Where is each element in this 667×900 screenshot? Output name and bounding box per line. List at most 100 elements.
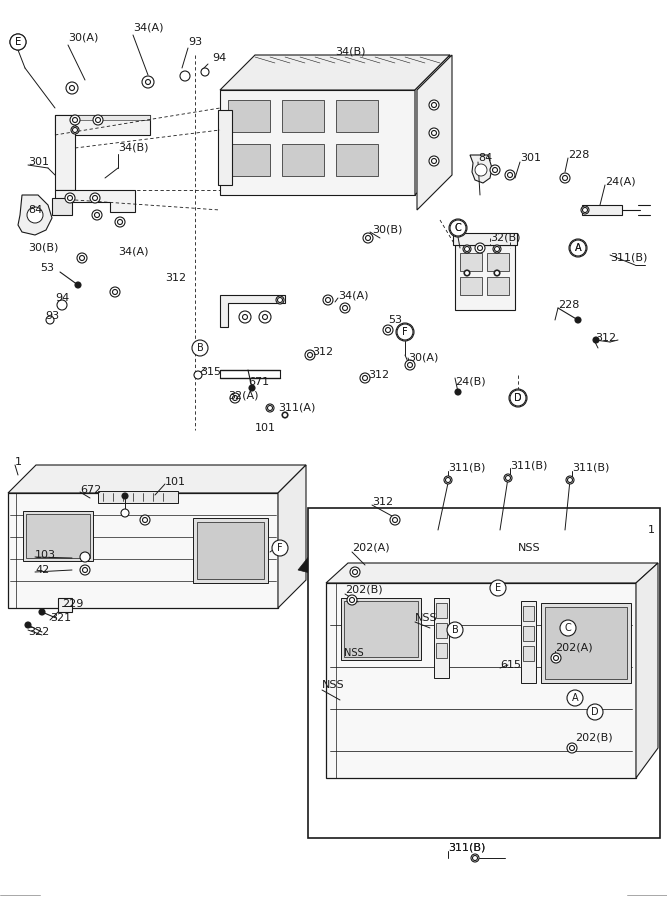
Circle shape xyxy=(272,540,288,556)
Circle shape xyxy=(277,298,283,302)
Text: 101: 101 xyxy=(165,477,186,487)
Circle shape xyxy=(77,253,87,263)
Circle shape xyxy=(233,395,237,400)
Bar xyxy=(308,508,660,838)
Text: NSS: NSS xyxy=(322,680,345,690)
Circle shape xyxy=(360,373,370,383)
Text: 672: 672 xyxy=(80,485,101,495)
Polygon shape xyxy=(55,190,135,212)
Circle shape xyxy=(567,743,577,753)
Circle shape xyxy=(93,115,103,125)
Text: E: E xyxy=(495,583,501,593)
Polygon shape xyxy=(582,205,622,215)
Circle shape xyxy=(490,580,506,596)
Bar xyxy=(336,100,378,132)
Circle shape xyxy=(383,325,393,335)
Circle shape xyxy=(352,570,358,574)
Bar xyxy=(455,245,515,310)
Circle shape xyxy=(95,118,101,122)
Bar xyxy=(460,253,482,271)
Circle shape xyxy=(10,34,26,50)
Circle shape xyxy=(429,128,439,138)
Text: 1: 1 xyxy=(15,457,22,467)
Circle shape xyxy=(494,247,500,251)
Circle shape xyxy=(73,128,77,132)
Polygon shape xyxy=(417,55,452,210)
Circle shape xyxy=(493,245,501,253)
Text: 202(B): 202(B) xyxy=(575,733,612,743)
Circle shape xyxy=(570,745,574,751)
Text: 34(A): 34(A) xyxy=(133,23,163,33)
Circle shape xyxy=(575,317,581,323)
Circle shape xyxy=(25,622,31,628)
Bar xyxy=(521,601,536,683)
Text: 312: 312 xyxy=(595,333,616,343)
Circle shape xyxy=(551,653,561,663)
Circle shape xyxy=(392,518,398,523)
Circle shape xyxy=(397,324,413,340)
Text: 615: 615 xyxy=(500,660,521,670)
Circle shape xyxy=(121,509,129,517)
Polygon shape xyxy=(326,583,636,778)
Bar xyxy=(523,626,534,641)
Text: 53: 53 xyxy=(388,315,402,325)
Polygon shape xyxy=(8,493,278,608)
Circle shape xyxy=(455,389,461,395)
Circle shape xyxy=(266,404,274,412)
Circle shape xyxy=(494,270,500,276)
Circle shape xyxy=(95,212,99,218)
Circle shape xyxy=(140,515,150,525)
Bar xyxy=(23,511,93,561)
Polygon shape xyxy=(55,115,75,190)
Text: 311(B): 311(B) xyxy=(448,463,486,473)
Text: 301: 301 xyxy=(520,153,541,163)
Text: 229: 229 xyxy=(62,599,83,609)
Polygon shape xyxy=(415,55,450,195)
Circle shape xyxy=(475,164,487,176)
Text: E: E xyxy=(15,37,21,47)
Text: 311(B): 311(B) xyxy=(448,843,486,853)
Circle shape xyxy=(347,595,357,605)
Circle shape xyxy=(117,220,123,224)
Text: A: A xyxy=(575,243,582,253)
Circle shape xyxy=(66,82,78,94)
Circle shape xyxy=(73,118,77,122)
Bar xyxy=(460,277,482,295)
Circle shape xyxy=(65,193,75,203)
Bar xyxy=(344,601,418,657)
Circle shape xyxy=(267,406,273,410)
Circle shape xyxy=(568,478,572,482)
Bar xyxy=(193,518,268,583)
Circle shape xyxy=(432,130,436,136)
Circle shape xyxy=(93,195,97,201)
Text: 24(B): 24(B) xyxy=(455,377,486,387)
Polygon shape xyxy=(220,295,285,327)
Text: 42: 42 xyxy=(35,565,49,575)
Circle shape xyxy=(447,622,463,638)
Circle shape xyxy=(429,100,439,110)
Circle shape xyxy=(83,568,87,572)
Text: 228: 228 xyxy=(568,150,590,160)
Text: 312: 312 xyxy=(165,273,186,283)
Text: C: C xyxy=(565,623,572,633)
Circle shape xyxy=(263,314,267,319)
Circle shape xyxy=(444,476,452,484)
Circle shape xyxy=(276,296,284,304)
Bar xyxy=(487,253,509,271)
Text: C: C xyxy=(455,223,462,233)
Text: F: F xyxy=(402,327,408,337)
Bar xyxy=(26,514,90,558)
Text: 1: 1 xyxy=(648,525,655,535)
Text: 94: 94 xyxy=(55,293,69,303)
Circle shape xyxy=(201,68,209,76)
Circle shape xyxy=(570,240,586,256)
Text: F: F xyxy=(402,327,408,337)
Polygon shape xyxy=(278,465,306,608)
Text: B: B xyxy=(197,343,203,353)
Text: 84: 84 xyxy=(478,153,492,163)
Circle shape xyxy=(115,217,125,227)
Circle shape xyxy=(71,126,79,134)
Bar xyxy=(487,277,509,295)
Circle shape xyxy=(429,156,439,166)
Circle shape xyxy=(110,287,120,297)
